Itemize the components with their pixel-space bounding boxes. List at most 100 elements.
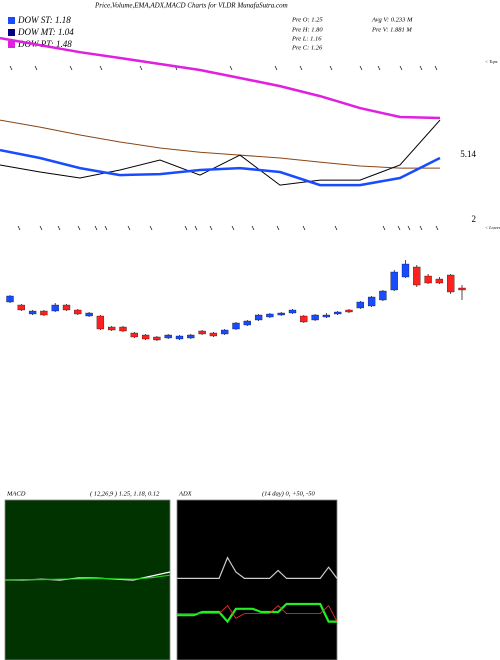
marker	[302, 225, 306, 231]
candle-body	[119, 326, 127, 332]
candle-body	[300, 315, 308, 323]
candle-body	[367, 296, 376, 307]
candle-body	[6, 295, 14, 303]
legend-label: DOW ST: 1.18	[17, 15, 71, 25]
stat: Pre L: 1.16	[291, 35, 322, 42]
legend-label: DOW PT: 1.48	[17, 39, 72, 49]
marker	[435, 225, 439, 231]
marker	[419, 225, 423, 231]
marker	[377, 65, 381, 71]
candle-body	[96, 315, 105, 330]
candle-body	[164, 334, 172, 339]
candle-body	[266, 313, 274, 318]
candle-body	[51, 304, 59, 312]
candle-body	[141, 334, 150, 340]
volume-stat: Pre V: 1.881 M	[371, 26, 412, 33]
legend-swatch	[8, 41, 15, 48]
candle-body	[458, 287, 466, 291]
marker	[407, 225, 411, 231]
candle-body	[108, 326, 116, 331]
candle-body	[175, 335, 184, 340]
candle-body	[356, 301, 364, 309]
candle-body	[288, 309, 297, 314]
series-line	[0, 148, 441, 187]
panel-subtitle: (14 day) 0, +50, -50	[262, 490, 316, 497]
candle-body	[277, 312, 285, 316]
marker	[251, 225, 255, 231]
candle-body	[74, 309, 82, 315]
marker	[299, 65, 303, 71]
stat: Pre H: 1.80	[291, 26, 323, 33]
marker	[359, 65, 363, 71]
panel-title: MACD	[6, 490, 26, 497]
candle-body	[221, 329, 229, 335]
marker	[231, 225, 235, 231]
candle-body	[85, 312, 93, 317]
marker	[94, 225, 98, 231]
candle-body	[243, 320, 251, 326]
candle-body	[209, 332, 218, 337]
candle-body	[424, 275, 432, 284]
annotation: < Tops	[485, 59, 498, 64]
candle-body	[447, 274, 455, 293]
candle-body	[62, 304, 71, 311]
candle-body	[198, 330, 206, 335]
series-line	[4, 574, 171, 581]
legend-label: DOW MT: 1.04	[17, 27, 74, 37]
marker	[9, 65, 13, 71]
candle-body	[390, 271, 398, 291]
marker	[99, 65, 103, 71]
marker	[229, 65, 233, 71]
candle-body	[28, 310, 37, 315]
marker	[329, 65, 333, 71]
marker	[34, 65, 38, 71]
candle-body	[232, 322, 240, 330]
candle-body	[40, 310, 48, 316]
candle-body	[130, 332, 138, 338]
marker	[434, 65, 438, 71]
candle-body	[17, 304, 25, 311]
marker	[184, 225, 188, 231]
marker	[17, 225, 21, 231]
marker	[274, 65, 278, 71]
panel-title: ADX	[178, 490, 193, 497]
series-line	[177, 602, 337, 624]
stat: Pre O: 1.25	[291, 16, 323, 23]
series-line	[177, 556, 338, 579]
marker	[209, 225, 213, 231]
marker	[276, 225, 280, 231]
chart-title: Price,Volume,EMA,ADX,MACD Charts for VLD…	[94, 2, 288, 10]
candle-body	[254, 314, 263, 321]
marker	[39, 225, 43, 231]
y-tick-label: 5.14	[460, 149, 476, 159]
series-line	[0, 119, 440, 169]
candle-body	[345, 309, 353, 313]
marker	[149, 225, 153, 231]
legend-swatch	[8, 29, 15, 36]
y-tick-label: 2	[472, 214, 477, 224]
series-line	[177, 604, 338, 622]
candle-body	[334, 311, 342, 315]
marker	[104, 225, 108, 231]
series-line	[0, 36, 441, 120]
panel-subtitle: ( 12,26,9 ) 1.25, 1.18, 0.12	[90, 490, 160, 497]
candle-body	[379, 290, 387, 301]
candle-body	[187, 334, 195, 339]
candle-body	[435, 278, 444, 284]
candle-body	[401, 263, 410, 278]
marker	[57, 225, 61, 231]
marker	[399, 65, 403, 71]
candle-body	[413, 266, 421, 286]
candle-body	[311, 314, 319, 321]
series-line	[0, 119, 441, 186]
marker	[382, 225, 386, 231]
candle-body	[322, 314, 331, 318]
marker	[127, 225, 131, 231]
marker	[69, 65, 73, 71]
panel-background	[176, 499, 338, 660]
marker	[194, 225, 198, 231]
marker	[419, 65, 423, 71]
marker	[397, 225, 401, 231]
